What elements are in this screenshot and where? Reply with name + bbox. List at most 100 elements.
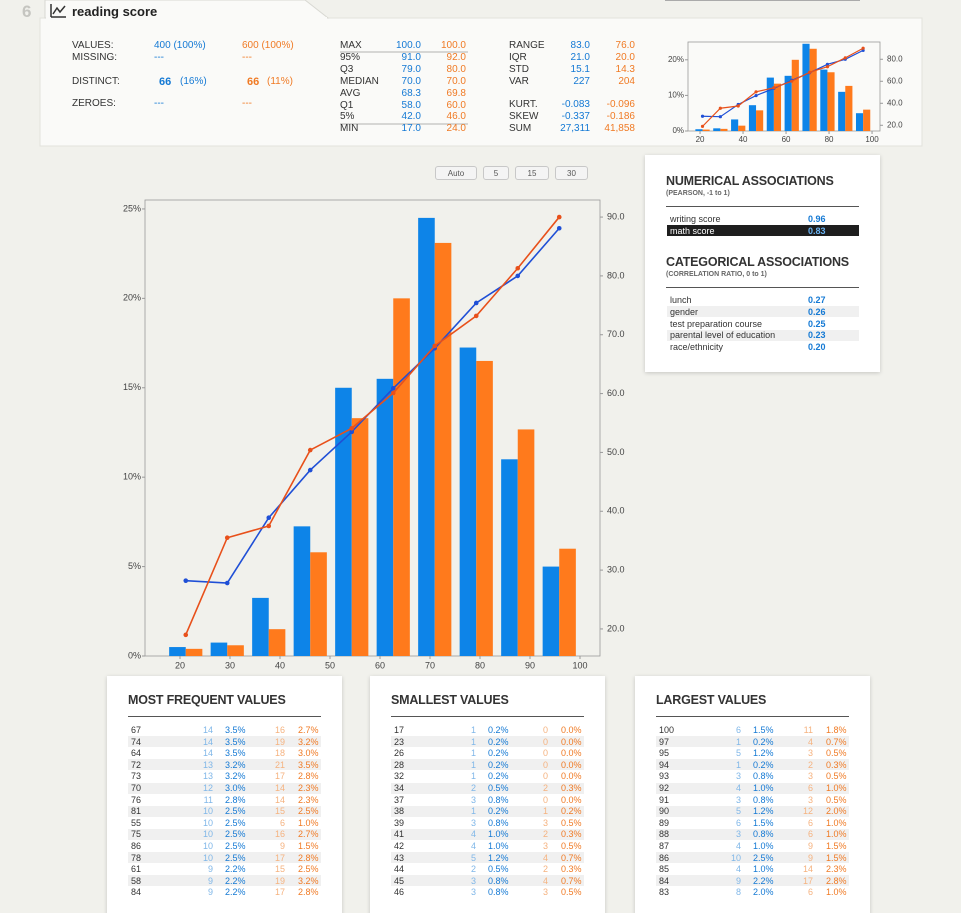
table-count: 1 [470,748,476,759]
assoc-value: 0.96 [808,214,826,224]
bin-button[interactable]: Auto [435,166,477,180]
table-count: 6 [279,817,285,828]
line-point [473,300,479,306]
line-point [736,104,740,108]
table-value: 95 [659,748,670,759]
table-percent: 1.2% [753,748,774,759]
table-percent: 2.5% [298,864,319,875]
table-percent: 3.5% [225,736,246,747]
stat-label: VAR [509,76,529,87]
table-count: 10 [730,852,741,863]
table-percent: 3.2% [298,875,319,886]
table-count: 4 [542,852,548,863]
row-shade [656,828,849,840]
table-percent: 3.5% [225,748,246,759]
table-percent: 0.0% [561,771,582,782]
bar [756,110,764,131]
plot-frame [687,41,881,132]
assoc-subtitle: (CORRELATION RATIO, 0 to 1) [666,271,767,278]
table-percent: 2.2% [225,875,246,886]
bar [252,597,269,656]
bar [695,129,703,131]
table-count: 2 [542,783,548,793]
table-count: 18 [274,748,285,759]
x-tick-label: 80 [475,660,485,670]
table-count: 3 [542,817,548,828]
table-count: 16 [274,725,285,735]
stat-value: 227 [573,76,590,87]
table-count: 3 [807,794,813,805]
mini-chart: 0% 10% 20% 20.0 40.0 60.0 80.0 20 40 60 80 100 [668,41,903,144]
row-shade [656,852,849,864]
table-percent: 1.5% [753,817,774,828]
table-percent: 2.2% [753,875,774,886]
row-shade [128,828,321,840]
bin-button[interactable]: 30 [555,166,588,180]
table-count: 9 [807,841,813,851]
table-count: 12 [802,806,813,817]
table-value: 70 [131,783,142,793]
table-percent: 3.5% [298,759,319,770]
bar [855,113,864,131]
stat-value: 41,858 [604,123,635,134]
bar [773,83,782,131]
y2-tick-label: 60.0 [887,76,903,85]
stat-label: MIN [340,123,359,135]
stat-value: 100.0 [395,40,421,51]
table-percent: 2.3% [298,783,319,793]
y2-tick-label: 30.0 [607,564,625,574]
line-point [515,273,521,279]
table-count: 10 [202,817,213,828]
main-chart: 0% 5% 10% 15% 20% 25% 20.0 30.0 40.0 50.0 60.0 70.0… [123,199,625,670]
table-count: 0 [542,759,548,770]
stat-value: 70.0 [446,75,466,87]
table-count: 9 [207,875,213,886]
table-value: 83 [659,887,670,898]
table-percent: 1.0% [753,783,774,793]
table-percent: 2.5% [225,852,246,863]
stat-value: 79.0 [401,63,421,75]
table-count: 5 [735,748,741,759]
table-count: 3 [735,794,741,805]
stat-label: MEDIAN [340,75,379,87]
y2-tick-label: 60.0 [607,388,625,398]
table-value: 72 [131,759,142,770]
table-count: 10 [202,852,213,863]
row-shade [391,828,584,840]
table-count: 14 [274,794,285,805]
assoc-name: math score [670,225,715,236]
assoc-value: 0.25 [808,318,826,329]
table-count: 0 [542,736,548,747]
row-shade [128,805,321,817]
row-shade [391,736,584,748]
table-value: 75 [131,829,142,840]
table-count: 11 [203,794,213,805]
row-shade [128,736,321,748]
bin-button[interactable]: 5 [483,166,509,180]
line-point [183,578,189,583]
bar [791,59,799,131]
tab-join [46,17,327,20]
table-percent: 1.0% [488,841,509,851]
table-percent: 0.5% [561,817,582,828]
table-count: 17 [802,875,813,886]
table-percent: 1.0% [826,887,847,898]
line-point [349,429,355,435]
bar [559,548,576,656]
bar [713,128,721,131]
table-value: 43 [394,852,405,863]
table-count: 16 [274,829,285,840]
assoc-name: race/ethnicity [670,342,724,353]
table-percent: 0.2% [753,736,774,747]
x-tick-label: 40 [275,660,285,670]
table-percent: 0.3% [561,829,582,840]
stat-label: Q3 [340,63,354,75]
line-point [307,467,313,473]
line-point [825,62,830,66]
stat-value: 58.0 [401,99,421,111]
table-percent: 1.0% [753,864,774,875]
stat-value: -0.186 [606,111,635,122]
bin-button[interactable]: 15 [515,166,549,180]
stat-value: 204 [618,76,635,87]
